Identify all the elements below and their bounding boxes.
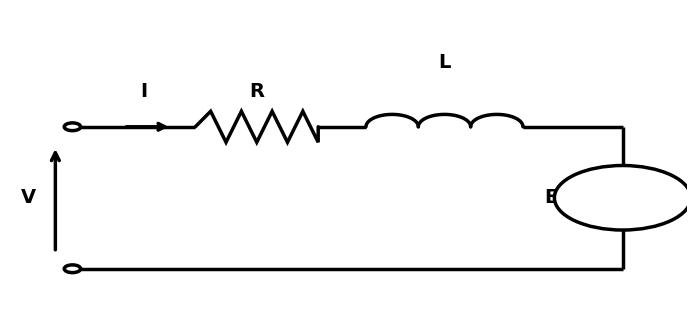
Text: R: R [249,82,264,101]
Text: I: I [140,82,148,101]
Circle shape [554,166,691,230]
Circle shape [64,265,81,273]
Text: EMF: EMF [545,188,590,207]
Text: L: L [438,53,451,72]
Text: −: − [615,201,630,219]
Circle shape [64,123,81,131]
Text: +: + [616,178,629,193]
Text: V: V [21,188,36,207]
